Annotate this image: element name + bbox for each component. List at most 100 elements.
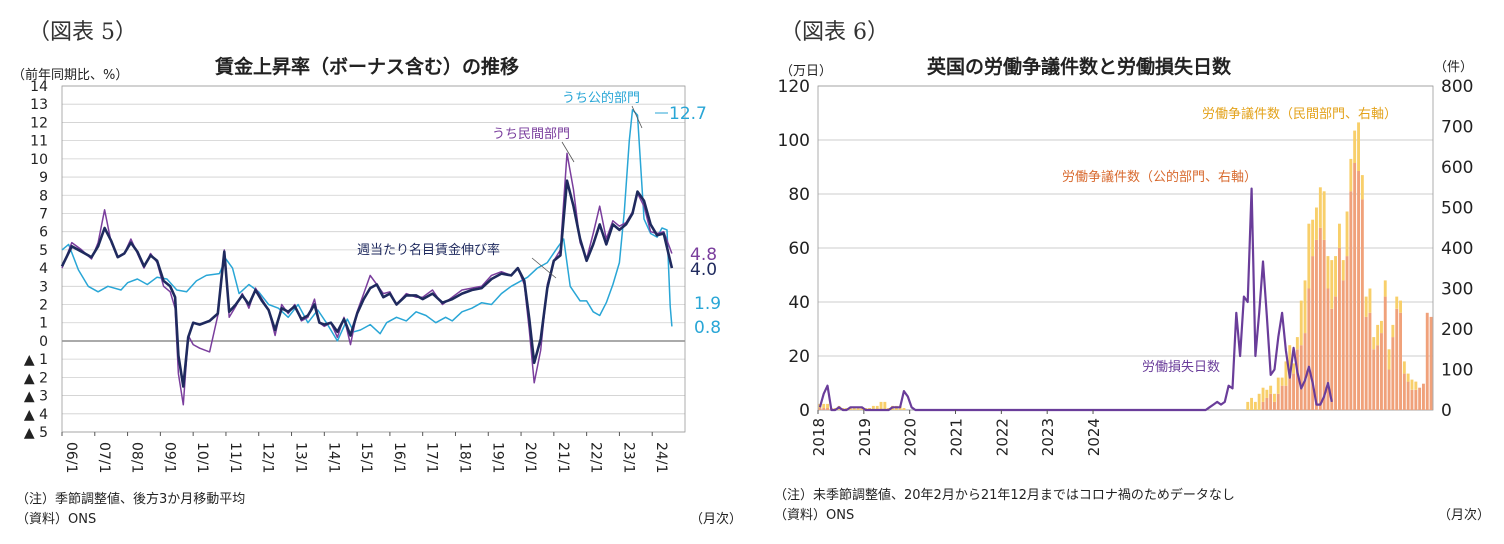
bar-private xyxy=(1280,377,1284,386)
bar-private xyxy=(1372,337,1376,350)
bar-private xyxy=(1326,256,1330,289)
bar-public xyxy=(1422,383,1425,410)
chart-title: 英国の労働争議件数と労働損失日数 xyxy=(927,56,1232,78)
bar-private xyxy=(1261,387,1265,402)
bar-public xyxy=(1273,401,1276,410)
bar-private xyxy=(852,408,856,410)
bar-public xyxy=(1315,239,1318,410)
bar-private xyxy=(1387,349,1391,370)
bar-private xyxy=(1353,130,1357,163)
y-axis-unit: （前年同期比、%） xyxy=(12,68,129,83)
bar-public xyxy=(1353,163,1357,410)
bar-public xyxy=(1410,389,1414,411)
bar-private xyxy=(822,403,826,408)
end-value-label: 12.7 xyxy=(669,104,707,124)
bar-public xyxy=(1357,171,1360,410)
leader-line xyxy=(561,141,575,163)
y-tick-label: 1 xyxy=(39,316,48,332)
bar-private xyxy=(1330,260,1334,309)
bar-public xyxy=(1402,373,1406,410)
bar-private xyxy=(1311,219,1315,257)
y-tick-label: 13 xyxy=(30,97,48,113)
left-axis-unit: （万日） xyxy=(780,64,833,79)
bar-public xyxy=(1395,308,1399,411)
end-value-label: 4.8 xyxy=(690,245,717,265)
chart-note: （注）未季節調整値、20年2月から21年12月まではコロナ禍のためデータなし xyxy=(774,488,1235,503)
bar-private xyxy=(860,408,864,410)
series-line-private xyxy=(61,152,673,406)
x-tick-label: 2020 xyxy=(902,418,920,456)
bar-private xyxy=(1307,223,1311,289)
bar-public xyxy=(1276,393,1280,410)
x-tick-label: 2023 xyxy=(1039,418,1057,456)
y-tick-label: 4 xyxy=(39,261,48,277)
bar-public xyxy=(1372,349,1376,411)
x-tick-label: 23/1 xyxy=(620,442,636,473)
bar-private xyxy=(1269,385,1273,394)
bar-private xyxy=(1345,211,1349,257)
bar-public xyxy=(1406,381,1410,410)
bar-private xyxy=(1414,381,1418,390)
bar-private xyxy=(1395,296,1399,309)
y-tick-label: 9 xyxy=(39,170,48,186)
bar-public xyxy=(1334,296,1337,410)
bar-private xyxy=(1288,345,1292,378)
x-tick-label: 2022 xyxy=(993,418,1011,456)
bar-public xyxy=(1288,377,1292,410)
right-y-tick-label: 200 xyxy=(1441,320,1473,340)
x-tick-label: 12/1 xyxy=(260,442,276,473)
end-value-label: 4.0 xyxy=(690,260,717,280)
bar-public xyxy=(1338,248,1341,410)
labour-disputes-chart: 0 20 40 60 80 100 120 0 100 200 300 400 500 600 700 800… xyxy=(778,77,1474,456)
bar-public xyxy=(818,408,822,410)
y-tick-label: 11 xyxy=(30,134,48,150)
left-y-tick-label: 60 xyxy=(788,239,810,259)
bar-private xyxy=(1368,288,1372,313)
right-y-tick-label: 400 xyxy=(1441,239,1473,259)
bar-private xyxy=(1318,187,1322,228)
bar-public xyxy=(1391,337,1395,410)
left-y-tick-label: 100 xyxy=(778,131,810,151)
plot-border xyxy=(61,85,686,433)
x-tick-label: 24/1 xyxy=(653,442,669,473)
bar-private xyxy=(1315,207,1318,240)
bar-private xyxy=(856,408,860,410)
right-y-tick-label: 500 xyxy=(1441,199,1473,219)
x-tick-label: 09/1 xyxy=(161,442,177,473)
y-tick-label: 5 xyxy=(39,243,48,259)
bar-private xyxy=(1364,296,1368,317)
bar-private xyxy=(1265,389,1269,398)
bar-private xyxy=(826,403,829,408)
bar-public xyxy=(1299,345,1303,410)
bar-private xyxy=(1334,256,1337,297)
bar-private xyxy=(1322,191,1326,240)
bar-public xyxy=(1261,401,1265,410)
bar-private xyxy=(1338,223,1341,248)
bar-public xyxy=(1383,296,1387,410)
chart-source: （資料）ONS xyxy=(774,508,855,523)
bar-private xyxy=(1357,122,1360,171)
left-y-tick-label: 40 xyxy=(788,293,810,313)
y-tick-label: 0 xyxy=(39,334,48,350)
bar-private xyxy=(1246,401,1250,410)
end-value-label: 0.8 xyxy=(694,318,721,338)
right-y-tick-label: 100 xyxy=(1441,361,1473,381)
bar-private xyxy=(1303,280,1307,334)
bar-public xyxy=(1414,389,1418,411)
bar-public xyxy=(1322,239,1326,410)
x-tick-label: 14/1 xyxy=(325,442,341,473)
private-series-label: 労働争議件数（民間部門、右軸） xyxy=(1202,107,1397,122)
figure-label: （図表 5） xyxy=(28,20,137,45)
wage-growth-panel: （図表 5） 賃金上昇率（ボーナス含む）の推移 （前年同期比、%） 14 13 12… xyxy=(12,20,742,527)
bar-public xyxy=(1269,393,1273,410)
leader-line xyxy=(531,257,557,279)
bar-public xyxy=(1418,387,1422,410)
y-tick-label: 8 xyxy=(39,188,48,204)
right-axis-unit: （件） xyxy=(1434,60,1474,75)
x-tick-label: 18/1 xyxy=(456,442,472,473)
bar-private xyxy=(1276,377,1280,394)
y-tick-label: 6 xyxy=(39,225,48,241)
figure-label: （図表 6） xyxy=(780,20,889,45)
x-tick-label: 17/1 xyxy=(424,442,440,473)
y-tick-label: 10 xyxy=(30,152,48,168)
